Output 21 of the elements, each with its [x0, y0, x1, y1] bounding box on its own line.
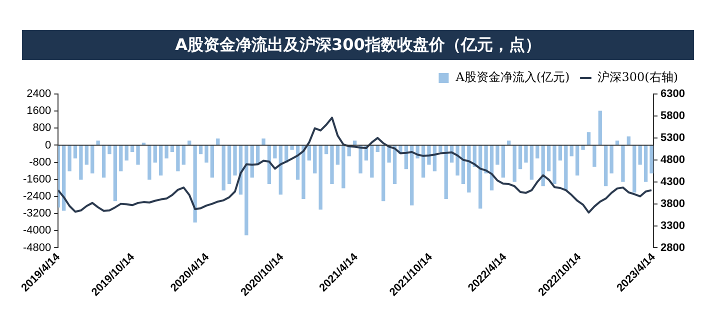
y2-tick-label: 2800: [660, 242, 686, 254]
y2-tick-label: 3300: [660, 220, 686, 232]
y2-tick-label: 5800: [660, 110, 686, 122]
chart-title: A股资金净流出及沪深300指数收盘价（亿元，点）: [22, 30, 694, 60]
y-tick-label: 800: [32, 122, 52, 134]
y-tick-label: -4000: [22, 224, 52, 237]
legend-label: 沪深300(右轴): [598, 70, 678, 84]
y-tick-label: -2400: [22, 190, 52, 203]
y2-tick-label: 4800: [660, 154, 686, 166]
y-tick-label: 2400: [26, 88, 52, 100]
y-tick-label: 0: [45, 139, 52, 152]
legend-label: A股资金净流入(亿元): [454, 70, 570, 84]
y-tick-label: -1600: [22, 173, 52, 186]
y-tick-label: -3200: [22, 208, 52, 220]
y2-tick-label: 5300: [660, 132, 686, 144]
y2-tick-label: 3800: [660, 198, 686, 210]
y2-tick-label: 4300: [660, 176, 686, 188]
y2-tick-label: 6300: [660, 88, 686, 100]
y-tick-label: -4800: [22, 242, 52, 254]
y-tick-label: -800: [29, 156, 52, 168]
y-tick-label: 1600: [26, 105, 52, 118]
